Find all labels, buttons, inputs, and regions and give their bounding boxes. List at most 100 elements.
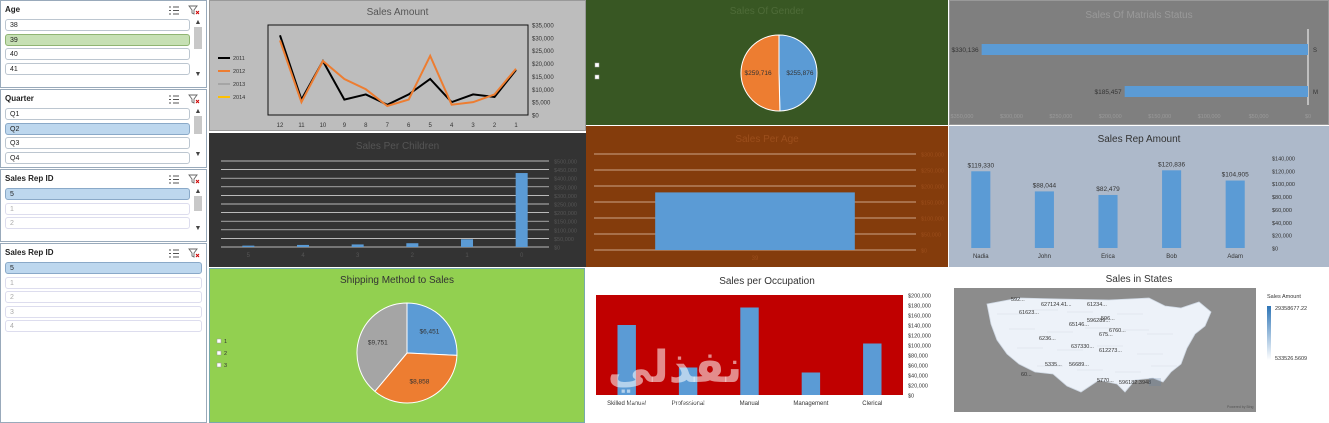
x-tick-label: $150,000	[1148, 114, 1171, 120]
scroll-down-icon[interactable]: ▼	[194, 71, 202, 78]
scroll-down-icon[interactable]: ▼	[194, 225, 202, 232]
legend-label: 2013	[233, 82, 245, 88]
sales-rep-id-slicer-2[interactable]: Sales Rep ID 5 1 2 3 4	[0, 243, 207, 423]
clear-filter-icon[interactable]	[188, 3, 202, 15]
slicer-item[interactable]: 4	[5, 320, 202, 332]
sales-in-states-map[interactable]: Sales in States 592... 627124.41... 61234.…	[949, 268, 1329, 423]
map-label: 596289...	[1087, 318, 1110, 324]
bar	[655, 192, 855, 250]
clear-filter-icon[interactable]	[188, 92, 202, 104]
sales-per-occupation-chart[interactable]: Sales per Occupation $200,000 $180,000 $16…	[586, 268, 948, 423]
map-label: 6760...	[1109, 328, 1126, 334]
data-label: $255,876	[786, 70, 813, 77]
slicer-item[interactable]: Q2	[5, 122, 190, 135]
y-tick-label: $300,000	[554, 194, 577, 200]
scroll-down-icon[interactable]: ▼	[194, 151, 202, 158]
map-label: 592...	[1011, 297, 1025, 303]
x-tick-label: $300,000	[1000, 114, 1023, 120]
sales-per-children-chart[interactable]: Sales Per Children $500,000 $450,000 $400,…	[209, 133, 586, 267]
slicer-scrollbar[interactable]: ▲ ▼	[193, 188, 203, 233]
chart-title: Sales Per Age	[735, 134, 799, 145]
scroll-up-icon[interactable]: ▲	[194, 19, 202, 26]
scroll-up-icon[interactable]: ▲	[194, 108, 202, 115]
slicer-item[interactable]: Q1	[5, 108, 190, 120]
slicer-title: Sales Rep ID	[5, 173, 54, 183]
sales-of-matrials-status-chart[interactable]: Sales Of Matrials Status $350,000 $300,00…	[949, 0, 1329, 125]
slicer-item[interactable]: 40	[5, 48, 190, 60]
multi-select-icon[interactable]	[168, 172, 182, 184]
x-tick-label: $100,000	[1198, 114, 1221, 120]
slicer-item[interactable]: 1	[5, 276, 202, 289]
slicer-title: Age	[5, 4, 21, 14]
bar	[617, 325, 636, 395]
y-tick-label: $40,000	[908, 374, 928, 380]
y-tick-label: $100,000	[554, 228, 577, 234]
x-tick-label: 3	[356, 253, 360, 259]
y-tick-label: S	[1313, 48, 1317, 54]
slicer-item[interactable]: 39	[5, 33, 190, 46]
map-label: 627124.41...	[1041, 302, 1072, 308]
x-tick-label: 4	[450, 123, 454, 129]
slicer-item[interactable]: 3	[5, 305, 202, 318]
x-tick-label: 4	[301, 253, 305, 259]
quarter-slicer[interactable]: Quarter Q1 Q2 Q3 Q4 ▲ ▼	[0, 89, 207, 168]
sales-of-gender-chart[interactable]: Sales Of Gender $255,876 $259,716	[586, 0, 948, 125]
y-tick-label: $40,000	[1272, 221, 1292, 227]
slicer-item[interactable]: 2	[5, 291, 202, 303]
y-tick-label: $100,000	[1272, 182, 1295, 188]
chart-title: Sales Amount	[366, 7, 429, 18]
sales-rep-id-slicer[interactable]: Sales Rep ID 5 1 2 ▲ ▼	[0, 169, 207, 242]
chart-title: Sales in States	[1105, 274, 1173, 285]
map-label: 56689...	[1069, 362, 1089, 368]
slicer-item[interactable]: Q4	[5, 151, 190, 164]
slicer-item[interactable]: 38	[5, 19, 190, 31]
scroll-up-icon[interactable]: ▲	[194, 188, 202, 195]
legend-swatch	[594, 62, 600, 68]
y-tick-label: $200,000	[554, 211, 577, 217]
y-tick-label: $0	[908, 394, 914, 400]
sales-amount-chart[interactable]: Sales Amount $35,000 $30,000 $25,000 $20,00…	[209, 0, 586, 131]
scroll-thumb[interactable]	[194, 27, 202, 49]
clear-filter-icon[interactable]	[188, 246, 202, 258]
clear-filter-icon[interactable]	[188, 172, 202, 184]
slicer-scrollbar[interactable]: ▲ ▼	[193, 19, 203, 79]
scroll-thumb[interactable]	[194, 196, 202, 211]
multi-select-icon[interactable]	[168, 246, 182, 258]
slicer-title: Quarter	[5, 93, 34, 103]
multi-select-icon[interactable]	[168, 3, 182, 15]
pie-slice	[356, 302, 408, 393]
data-label: $82,479	[1096, 186, 1120, 193]
age-slicer[interactable]: Age 38 39 40 41 ▲ ▼	[0, 0, 207, 88]
y-tick-label: $0	[554, 246, 560, 252]
data-label: $259,716	[745, 70, 772, 77]
legend-color-scale	[1267, 306, 1271, 360]
slicer-item[interactable]: 41	[5, 62, 190, 75]
x-tick-label: 0	[520, 253, 524, 259]
bar	[460, 239, 474, 247]
y-tick-label: $200,000	[921, 185, 944, 191]
legend-label: 3	[224, 363, 227, 369]
y-tick-label: $140,000	[908, 324, 931, 330]
shipping-method-chart[interactable]: Shipping Method to Sales $6,451 $8,858 $9,…	[209, 268, 585, 423]
x-tick-label: Manual	[740, 401, 760, 407]
sales-per-age-chart[interactable]: Sales Per Age $300,000 $250,000 $200,000 $1…	[586, 126, 948, 267]
slicer-item[interactable]: 1	[5, 202, 190, 215]
slicer-scrollbar[interactable]: ▲ ▼	[193, 108, 203, 159]
legend-label: 2014	[233, 95, 245, 101]
slicer-item[interactable]: 2	[5, 217, 190, 229]
pie-slice	[778, 34, 818, 112]
x-tick-label: $250,000	[1049, 114, 1072, 120]
scroll-thumb[interactable]	[194, 116, 202, 134]
y-tick-label: $25,000	[532, 49, 554, 55]
multi-select-icon[interactable]	[168, 92, 182, 104]
sales-rep-amount-chart[interactable]: Sales Rep Amount $140,000 $120,000 $100,00…	[949, 126, 1329, 267]
slicer-header: Age	[1, 1, 206, 17]
slicer-item[interactable]: 5	[5, 262, 202, 274]
legend-title: Sales Amount	[1267, 294, 1301, 300]
map-label: 637330...	[1071, 344, 1094, 350]
pie-slice	[740, 34, 781, 112]
y-tick-label: $80,000	[908, 354, 928, 360]
x-tick-label: Clerical	[862, 401, 882, 407]
slicer-item[interactable]: 5	[5, 188, 190, 200]
slicer-item[interactable]: Q3	[5, 137, 190, 149]
